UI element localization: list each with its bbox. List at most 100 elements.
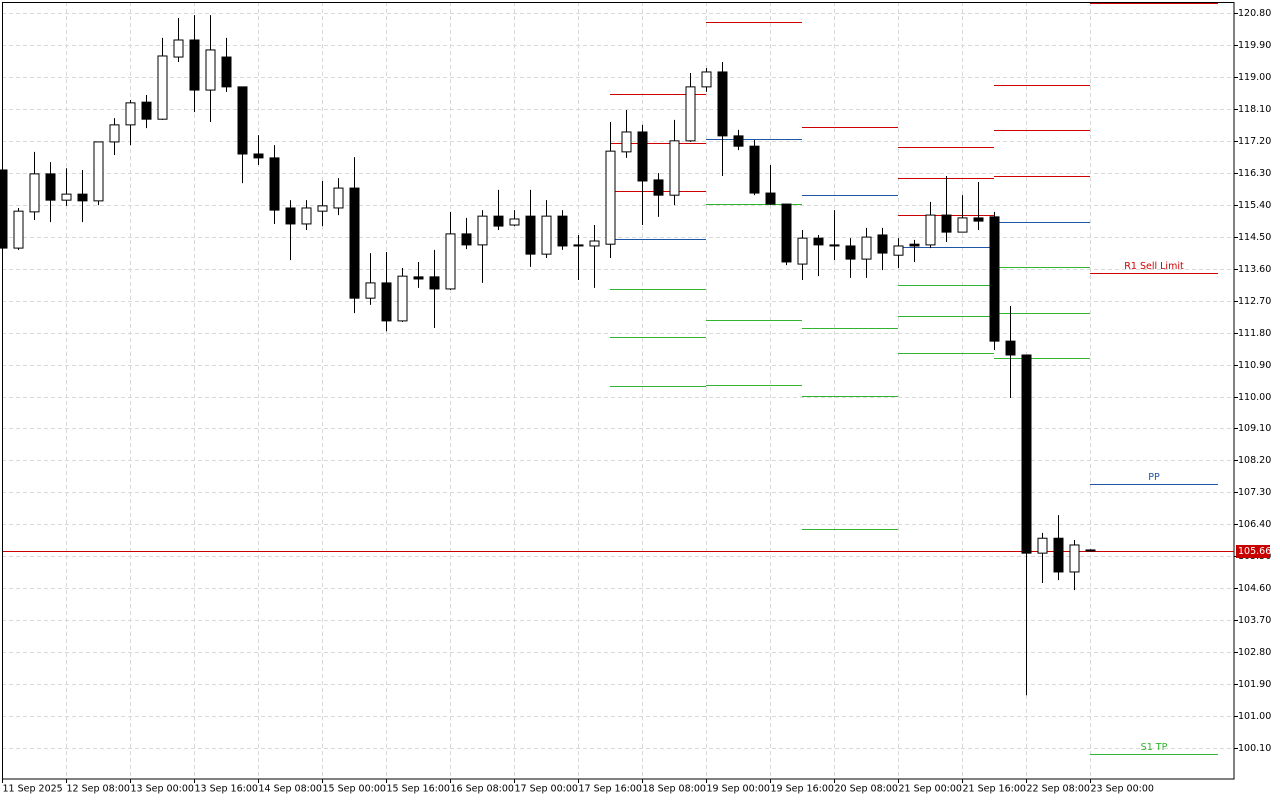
candle-body	[349, 187, 360, 299]
candle-body	[189, 39, 200, 91]
y-tick-label: 107.30	[1238, 487, 1271, 498]
x-tick-label: 22 Sep 08:00	[1027, 784, 1090, 795]
x-tick-label: 12 Sep 08:00	[67, 784, 130, 795]
candle-body	[877, 234, 888, 254]
candle-body	[77, 193, 88, 202]
candle-body	[365, 282, 376, 299]
x-tick-label: 14 Sep 08:00	[259, 784, 322, 795]
candle-body	[253, 153, 264, 159]
candle-body	[0, 169, 8, 249]
y-tick-label: 119.90	[1238, 40, 1271, 51]
candle-body	[1069, 544, 1080, 573]
x-tick-label: 13 Sep 00:00	[131, 784, 194, 795]
y-tick-label: 114.50	[1238, 232, 1271, 243]
candle-body	[269, 157, 280, 211]
candle-body	[221, 56, 232, 88]
candle-body	[717, 71, 728, 137]
candle-body	[141, 101, 152, 120]
candle-body	[509, 218, 520, 226]
candle-body	[749, 145, 760, 194]
candle-body	[333, 187, 344, 209]
candle-body	[669, 140, 680, 196]
candle-body	[813, 237, 824, 246]
level-label: PP	[1148, 472, 1160, 483]
y-tick-label: 104.60	[1238, 583, 1271, 594]
candle-body	[1037, 537, 1048, 554]
y-tick-label: 110.90	[1238, 360, 1271, 371]
candle-body	[909, 243, 920, 247]
candle-body	[589, 240, 600, 247]
y-tick-label: 108.20	[1238, 455, 1271, 466]
candle-body	[797, 237, 808, 265]
candle-body	[893, 245, 904, 256]
candle-body	[685, 86, 696, 142]
candle-body	[973, 217, 984, 222]
candle-body	[93, 141, 104, 202]
candle-body	[173, 39, 184, 58]
candle-body	[445, 233, 456, 290]
grid	[2, 2, 1234, 779]
candle-body	[701, 71, 712, 88]
y-tick-label: 101.00	[1238, 711, 1271, 722]
y-tick-label: 117.20	[1238, 136, 1271, 147]
y-tick-label: 118.10	[1238, 104, 1271, 115]
candle-body	[45, 173, 56, 201]
x-tick-label: 18 Sep 08:00	[643, 784, 706, 795]
x-tick-label: 20 Sep 08:00	[835, 784, 898, 795]
candle-body	[109, 124, 120, 143]
candle-body	[861, 236, 872, 260]
candle-body	[653, 179, 664, 196]
x-tick-label: 11 Sep 2025	[3, 784, 63, 795]
y-tick-label: 106.40	[1238, 519, 1271, 530]
candle-body	[573, 244, 584, 247]
level-label: R1 Sell Limit	[1124, 261, 1184, 272]
candle-body	[205, 49, 216, 91]
y-tick-label: 102.80	[1238, 647, 1271, 658]
candle-body	[13, 210, 24, 249]
candle-body	[237, 86, 248, 155]
candle-body	[29, 173, 40, 213]
candle-body	[765, 192, 776, 205]
candle-body	[829, 244, 840, 247]
candle-body	[957, 217, 968, 233]
candle-body	[637, 131, 648, 182]
candle-body	[285, 207, 296, 225]
plot-frame	[2, 2, 1235, 780]
candle-body	[493, 215, 504, 227]
x-tick-label: 15 Sep 16:00	[387, 784, 450, 795]
x-tick-label: 17 Sep 00:00	[515, 784, 578, 795]
current-price-tag	[1236, 545, 1270, 558]
candle-body	[397, 275, 408, 322]
x-tick-label: 19 Sep 16:00	[771, 784, 834, 795]
candle-body	[733, 135, 744, 147]
candle-body	[477, 215, 488, 246]
candle-body	[413, 276, 424, 280]
y-tick-label: 103.70	[1238, 615, 1271, 626]
y-tick-label: 111.80	[1238, 328, 1271, 339]
x-tick-label: 13 Sep 16:00	[195, 784, 258, 795]
candle-body	[845, 245, 856, 260]
y-tick-label: 110.00	[1238, 392, 1271, 403]
x-tick-label: 16 Sep 08:00	[451, 784, 514, 795]
x-tick-label: 21 Sep 16:00	[963, 784, 1026, 795]
y-tick-label: 119.00	[1238, 72, 1271, 83]
candle-body	[1085, 549, 1096, 552]
candle-body	[1021, 354, 1032, 554]
candle-body	[925, 214, 936, 246]
y-tick-label: 115.40	[1238, 200, 1271, 211]
current-price-label: 105.66	[1238, 546, 1271, 557]
candle-body	[429, 276, 440, 290]
candle-body	[317, 205, 328, 212]
candle-body	[301, 207, 312, 225]
x-tick-label: 15 Sep 00:00	[323, 784, 386, 795]
candle-body	[557, 215, 568, 247]
candle-body	[941, 214, 952, 233]
candle-body	[1005, 340, 1016, 356]
candle-body	[461, 233, 472, 246]
x-tick-label: 19 Sep 00:00	[707, 784, 770, 795]
x-tick-label: 21 Sep 00:00	[899, 784, 962, 795]
candle-body	[989, 216, 1000, 342]
